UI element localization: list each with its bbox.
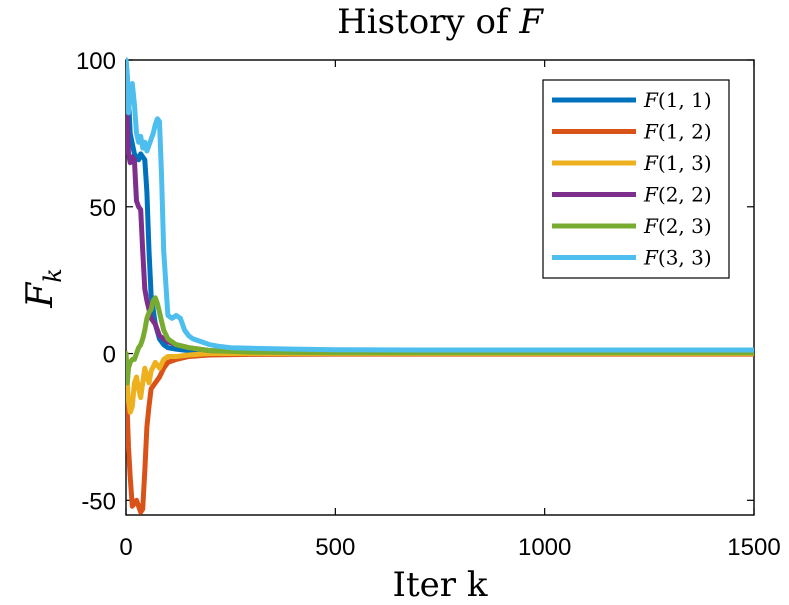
chart-title-var: F: [518, 2, 544, 42]
series-line-3: [126, 351, 754, 415]
x-tick-label: 0: [119, 534, 132, 561]
y-axis-label-sub: k: [39, 268, 67, 283]
x-axis-label: Iter k: [393, 565, 488, 605]
chart-title-prefix: History of: [337, 2, 519, 42]
legend-label: F(1, 1): [643, 88, 712, 112]
y-tick-label: -50: [81, 488, 116, 515]
y-tick-label: 100: [76, 48, 116, 75]
x-tick-label: 1000: [518, 534, 571, 561]
y-axis-label-main: F: [20, 281, 61, 309]
x-tick-label: 1500: [727, 534, 780, 561]
legend-label: F(2, 2): [643, 183, 712, 207]
series-line-6: [126, 57, 754, 353]
legend-label: F(2, 3): [643, 214, 712, 238]
legend-label: F(1, 2): [643, 120, 712, 144]
series-line-5: [126, 295, 754, 386]
series-lines: [126, 57, 754, 515]
x-tick-label: 500: [315, 534, 355, 561]
legend-items: F(1, 1) F(1, 2) F(1, 3) F(2, 2) F(2, 3) F(3, …: [552, 88, 712, 270]
legend-box: [542, 79, 730, 279]
legend-label: F(3, 3): [643, 246, 712, 270]
y-tick-label: 50: [89, 195, 116, 222]
y-tick-label: 0: [103, 342, 116, 369]
legend-label: F(1, 3): [643, 151, 712, 175]
chart-title: History of F: [337, 2, 544, 42]
legend: F(1, 1) F(1, 2) F(1, 3) F(2, 2) F(2, 3) F(3, …: [542, 79, 730, 279]
y-axis-label: Fk: [20, 268, 67, 309]
